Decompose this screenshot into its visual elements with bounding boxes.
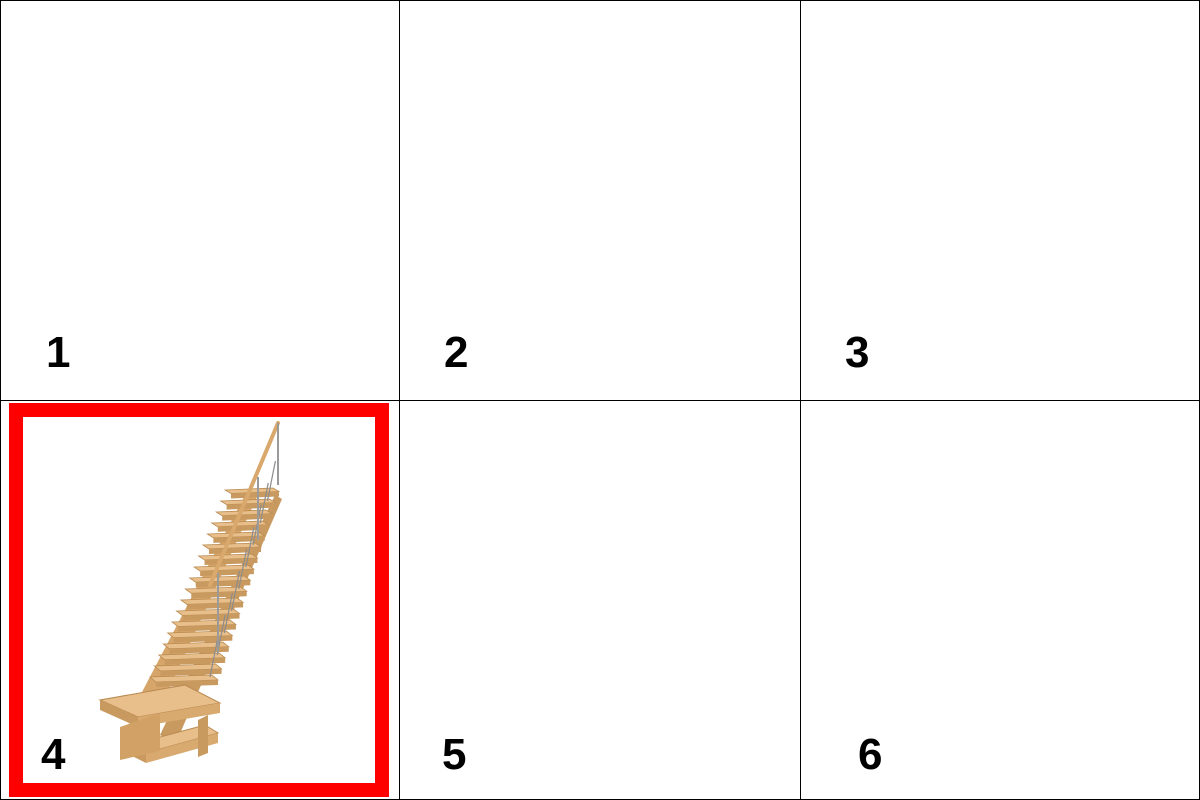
grid-cell-2[interactable]: 2 — [399, 0, 801, 401]
cell-number: 5 — [442, 730, 467, 779]
cell-number: 4 — [41, 730, 66, 779]
cell-number: 1 — [46, 328, 71, 377]
cell-number: 6 — [858, 730, 883, 779]
grid-cell-6[interactable]: 6 — [800, 400, 1200, 800]
grid-cell-5[interactable]: 5 — [399, 400, 801, 800]
grid-cell-3[interactable]: 3 — [800, 0, 1200, 401]
grid-cell-1[interactable]: 1 — [0, 0, 400, 401]
cell-number: 3 — [845, 328, 870, 377]
cell-number: 2 — [444, 328, 469, 377]
wooden-staircase-icon — [98, 421, 282, 763]
